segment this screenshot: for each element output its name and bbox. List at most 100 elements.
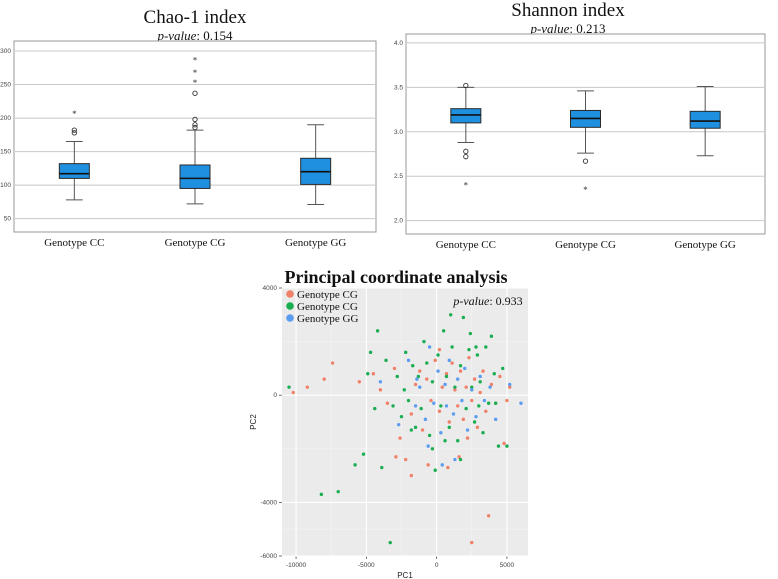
x-category-label: Genotype CG (555, 239, 616, 251)
y-tick-label: 4.0 (394, 40, 403, 47)
scatter-point (426, 463, 430, 467)
scatter-point (404, 457, 408, 462)
scatter-point (375, 329, 380, 333)
scatter-point (493, 417, 498, 422)
scatter-point (422, 339, 426, 344)
y-tick-label: 50 (4, 216, 12, 223)
scatter-point (419, 406, 423, 411)
scatter-point (378, 380, 383, 384)
scatter-point (453, 388, 457, 392)
scatter-point (330, 361, 335, 365)
y-tick-label: 4000 (263, 285, 278, 292)
scatter-point (470, 540, 474, 545)
scatter-point (392, 366, 397, 371)
scatter-point (505, 398, 509, 403)
scatter-point (398, 436, 402, 440)
scatter-point (502, 441, 506, 446)
outlier-point (192, 116, 198, 123)
legend-entry: Genotype CG (297, 289, 358, 301)
scatter-point (465, 428, 470, 432)
scatter-point (396, 422, 401, 427)
scatter-point (305, 385, 310, 389)
scatter-point (478, 374, 482, 379)
scatter-point (478, 390, 482, 395)
shannon-plot-area: 2.0 2.5 3.0 3.5 4.0 * Genotype CC * Genotype CG G… (394, 33, 766, 251)
scatter-point (475, 353, 480, 357)
scatter-point (470, 388, 474, 392)
scatter-point (402, 388, 406, 392)
scatter-point (508, 382, 512, 387)
outlier-point (192, 124, 198, 131)
scatter-point (467, 355, 471, 360)
x-category-label: Genotype CC (44, 237, 104, 249)
scatter-point (427, 433, 432, 438)
scatter-point (500, 366, 505, 371)
scatter-point (467, 347, 471, 352)
scatter-point (437, 409, 442, 413)
scatter-point (450, 345, 454, 349)
scatter-point (430, 380, 435, 384)
scatter-point (461, 417, 466, 422)
scatter-point (489, 382, 494, 387)
scatter-point (413, 382, 418, 387)
y-tick-label: 3.0 (394, 129, 403, 136)
scatter-point (394, 455, 398, 459)
y-tick-label: 0 (273, 392, 277, 399)
scatter-point (465, 436, 470, 440)
scatter-point (450, 361, 454, 365)
scatter-point (486, 514, 491, 518)
scatter-point (493, 401, 498, 405)
scatter-point (437, 347, 442, 352)
scatter-point (447, 420, 451, 424)
y-axis-label: PC2 (249, 414, 258, 430)
box (179, 164, 211, 189)
scatter-point (366, 372, 370, 376)
scatter-point (488, 385, 492, 389)
chao1-title: Chao-1 index (144, 7, 247, 28)
legend-entry: Genotype CG (297, 301, 358, 313)
extreme-outlier: * (193, 68, 198, 78)
scatter-point (380, 465, 384, 470)
scatter-point (453, 385, 457, 389)
y-tick-label: 100 (0, 182, 11, 189)
outlier-point (192, 90, 198, 96)
scatter-point (481, 431, 485, 435)
scatter-point (482, 398, 487, 403)
scatter-point (505, 444, 509, 448)
scatter-point (456, 404, 460, 408)
scatter-point (378, 388, 383, 392)
scatter-point (368, 350, 373, 355)
scatter-point (423, 417, 428, 422)
scatter-point (391, 404, 395, 408)
y-tick-label: 3.5 (394, 84, 403, 91)
scatter-point (453, 457, 457, 462)
scatter-point (429, 398, 433, 403)
x-category-label: Genotype GG (285, 237, 346, 249)
shannon-title: Shannon index (511, 0, 625, 21)
outlier-point (463, 148, 469, 154)
scatter-point (492, 372, 496, 376)
chao1-p-label: p-value (156, 28, 196, 43)
scatter-point (443, 439, 447, 443)
scatter-point (458, 457, 463, 462)
scatter-point (385, 401, 390, 405)
y-tick-label: -4000 (260, 499, 277, 506)
scatter-point (416, 374, 421, 379)
legend-marker (286, 314, 294, 322)
pcoa-p-number: 0.933 (496, 294, 523, 308)
box (450, 108, 482, 124)
outlier-point (463, 154, 469, 160)
scatter-point (481, 369, 485, 373)
pcoa-p-label: p-value (452, 294, 490, 308)
chao1-p-value: p-value: 0.154 (156, 28, 233, 43)
legend-entry: Genotype GG (297, 313, 358, 325)
scatter-point (357, 380, 362, 384)
scatter-point (468, 331, 473, 336)
legend-marker (286, 290, 294, 298)
x-axis-label: PC1 (397, 571, 413, 579)
extreme-outlier: * (193, 55, 198, 65)
scatter-point (371, 372, 376, 376)
scatter-point (484, 345, 488, 349)
scatter-point (486, 401, 491, 405)
chao1-panel: Chao-1 index p-value: 0.154 50 100 150 200 2… (0, 7, 377, 249)
